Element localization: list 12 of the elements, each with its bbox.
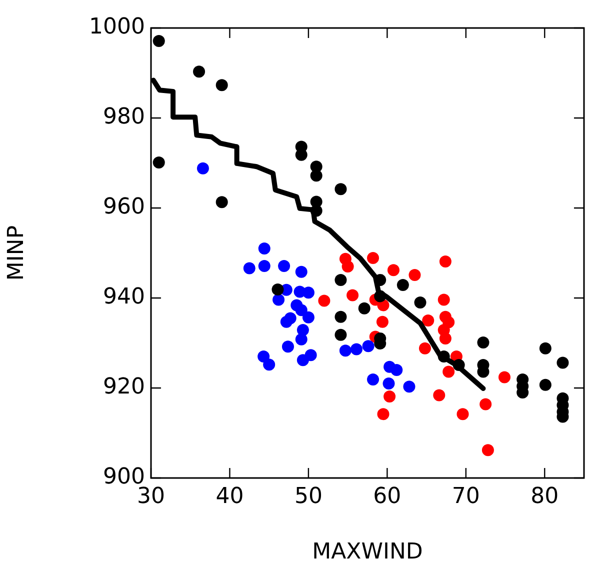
x-tick-label: 50 [294, 484, 322, 509]
y-axis-title: MINP [4, 225, 29, 281]
y-tick-label: 920 [103, 374, 145, 400]
y-tick-label: 960 [103, 194, 145, 220]
x-tick-label: 80 [530, 484, 559, 509]
y-tick-label: 980 [103, 104, 145, 130]
y-tick-label: 940 [103, 284, 145, 310]
y-tick-label: 1000 [89, 14, 145, 40]
x-tick-label: 60 [373, 484, 402, 509]
x-tick-label: 40 [216, 484, 244, 509]
x-axis-title: MAXWIND [312, 540, 423, 565]
x-tick-label: 70 [452, 484, 480, 509]
